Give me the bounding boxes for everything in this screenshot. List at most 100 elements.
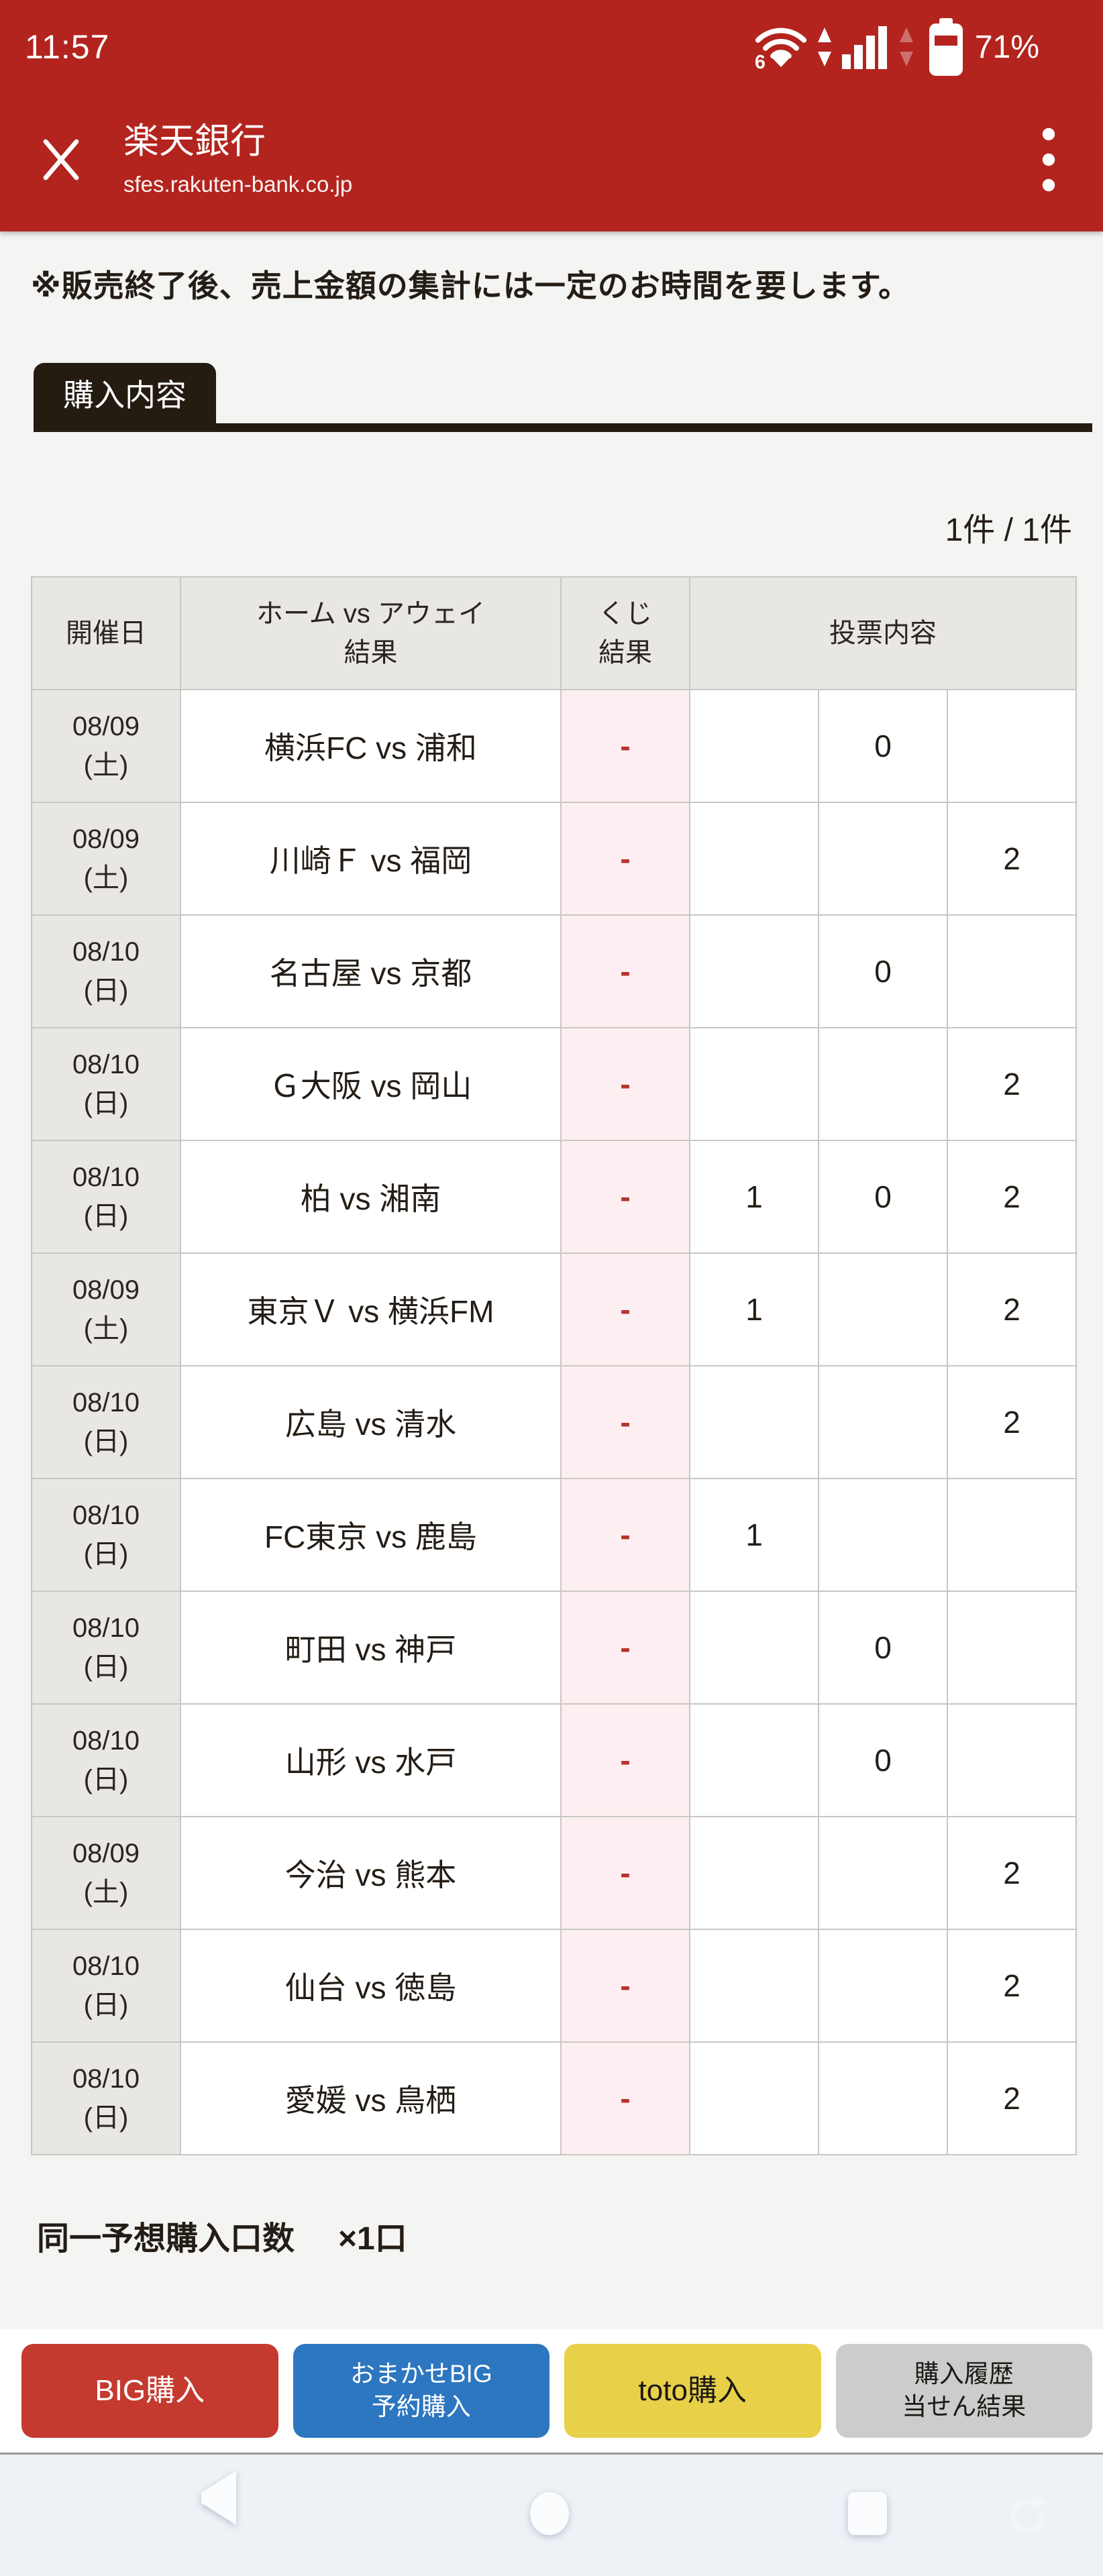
match-date-cell: 08/10 (日) xyxy=(31,1027,181,1141)
lottery-result-cell: - xyxy=(560,1140,690,1254)
table-row: 08/09 (土) 横浜FC vs 浦和 - 0 xyxy=(31,689,1077,803)
page-title: 楽天銀行 xyxy=(123,121,266,162)
vote-home-win-cell xyxy=(689,1591,819,1705)
vote-away-win-cell: 2 xyxy=(947,802,1077,916)
col-header-vote: 投票内容 xyxy=(689,576,1077,690)
vote-home-win-cell xyxy=(689,802,819,916)
vote-away-win-cell xyxy=(947,689,1077,803)
vote-draw-cell: 0 xyxy=(818,689,948,803)
close-button[interactable] xyxy=(42,135,81,184)
vote-draw-cell xyxy=(818,1478,948,1592)
battery-icon xyxy=(929,18,963,76)
match-weekday: (日) xyxy=(83,1765,129,1794)
match-name-cell: 仙台 vs 徳島 xyxy=(180,1929,562,2043)
match-name-cell: 川崎Ｆ vs 福岡 xyxy=(180,802,562,916)
nav-recents-button[interactable] xyxy=(848,2492,887,2535)
purchase-history-button[interactable]: 購入履歴 当せん結果 xyxy=(835,2344,1092,2438)
match-date: 08/10 xyxy=(72,1613,140,1643)
vote-draw-cell xyxy=(818,802,948,916)
unit-count-line: 同一予想購入口数 ×1口 xyxy=(37,2219,1103,2259)
vote-away-win-cell: 2 xyxy=(947,1027,1077,1141)
match-weekday: (日) xyxy=(83,1427,129,1456)
match-weekday: (土) xyxy=(83,1878,129,1907)
match-weekday: (日) xyxy=(83,1652,129,1682)
match-date: 08/09 xyxy=(72,712,140,741)
big-purchase-button[interactable]: BIG購入 xyxy=(21,2344,278,2438)
vote-draw-cell: 0 xyxy=(818,914,948,1028)
wifi-icon: 6 xyxy=(755,25,807,69)
back-icon xyxy=(201,2471,236,2525)
match-date-cell: 08/10 (日) xyxy=(31,2041,181,2155)
match-date-cell: 08/09 (土) xyxy=(31,802,181,916)
match-name-cell: 今治 vs 熊本 xyxy=(180,1816,562,1930)
browser-header: 楽天銀行 sfes.rakuten-bank.co.jp xyxy=(0,94,1103,231)
vote-home-win-cell: 1 xyxy=(689,1140,819,1254)
vote-home-win-cell xyxy=(689,1703,819,1817)
vote-draw-cell: 0 xyxy=(818,1591,948,1705)
match-weekday: (土) xyxy=(83,863,129,893)
match-date: 08/10 xyxy=(72,937,140,967)
recents-icon xyxy=(848,2492,887,2535)
match-date-cell: 08/10 (日) xyxy=(31,1591,181,1705)
vote-draw-cell xyxy=(818,1929,948,2043)
toto-purchase-button[interactable]: toto購入 xyxy=(564,2344,821,2438)
match-name-cell: 柏 vs 湘南 xyxy=(180,1140,562,1254)
match-name-cell: 広島 vs 清水 xyxy=(180,1365,562,1479)
overflow-menu-button[interactable] xyxy=(1041,126,1056,193)
table-row: 08/10 (日) 名古屋 vs 京都 - 0 xyxy=(31,914,1077,1028)
table-row: 08/10 (日) Ｇ大阪 vs 岡山 - 2 xyxy=(31,1027,1077,1141)
table-row: 08/09 (土) 川崎Ｆ vs 福岡 - 2 xyxy=(31,802,1077,916)
status-time: 11:57 xyxy=(25,28,110,66)
table-row: 08/10 (日) 仙台 vs 徳島 - 2 xyxy=(31,1929,1077,2043)
lottery-result-cell: - xyxy=(560,1252,690,1366)
vote-home-win-cell xyxy=(689,914,819,1028)
nav-home-button[interactable] xyxy=(530,2492,569,2535)
lottery-result-cell: - xyxy=(560,2041,690,2155)
match-weekday: (日) xyxy=(83,1201,129,1231)
table-header-row: 開催日 ホーム vs アウェイ 結果 くじ 結果 投票内容 xyxy=(31,576,1077,690)
vote-away-win-cell: 2 xyxy=(947,1140,1077,1254)
match-date-cell: 08/10 (日) xyxy=(31,1703,181,1817)
vote-home-win-cell: 1 xyxy=(689,1252,819,1366)
match-date-cell: 08/10 (日) xyxy=(31,1140,181,1254)
vote-draw-cell xyxy=(818,1252,948,1366)
tab-underline xyxy=(34,423,1092,432)
vote-away-win-cell: 2 xyxy=(947,1816,1077,1930)
match-name-cell: Ｇ大阪 vs 岡山 xyxy=(180,1027,562,1141)
lottery-result-cell: - xyxy=(560,802,690,916)
match-date-cell: 08/10 (日) xyxy=(31,1478,181,1592)
nav-divider xyxy=(0,2453,1103,2455)
nav-back-button[interactable] xyxy=(201,2471,236,2525)
vote-away-win-cell: 2 xyxy=(947,1365,1077,1479)
match-date-cell: 08/10 (日) xyxy=(31,1365,181,1479)
match-date-cell: 08/09 (土) xyxy=(31,1252,181,1366)
lottery-result-cell: - xyxy=(560,914,690,1028)
vote-away-win-cell xyxy=(947,1703,1077,1817)
omakase-big-reserve-button[interactable]: おまかせBIG 予約購入 xyxy=(293,2344,549,2438)
vote-away-win-cell xyxy=(947,1478,1077,1592)
nav-rotate-button[interactable] xyxy=(1005,2493,1049,2538)
lottery-result-cell: - xyxy=(560,1929,690,2043)
vote-draw-cell xyxy=(818,1027,948,1141)
svg-text:6: 6 xyxy=(755,52,766,69)
kebab-menu-icon xyxy=(1041,126,1056,193)
match-weekday: (土) xyxy=(83,751,129,780)
match-weekday: (日) xyxy=(83,1990,129,2020)
lottery-result-cell: - xyxy=(560,1816,690,1930)
match-name-cell: 町田 vs 神戸 xyxy=(180,1591,562,1705)
match-date: 08/10 xyxy=(72,2064,140,2094)
match-date-cell: 08/10 (日) xyxy=(31,1929,181,2043)
bottom-button-bar: BIG購入 おまかせBIG 予約購入 toto購入 購入履歴 当せん結果 xyxy=(0,2329,1103,2453)
vote-home-win-cell xyxy=(689,1929,819,2043)
page-url: sfes.rakuten-bank.co.jp xyxy=(123,171,353,197)
match-weekday: (日) xyxy=(83,1089,129,1118)
tab-purchase-details[interactable]: 購入内容 xyxy=(34,363,216,423)
match-name-cell: 山形 vs 水戸 xyxy=(180,1703,562,1817)
match-name-cell: FC東京 vs 鹿島 xyxy=(180,1478,562,1592)
lottery-result-cell: - xyxy=(560,1591,690,1705)
page-title-block: 楽天銀行 sfes.rakuten-bank.co.jp xyxy=(123,121,1041,197)
col-header-match: ホーム vs アウェイ 結果 xyxy=(180,576,562,690)
unit-count-label: 同一予想購入口数 xyxy=(37,2221,295,2257)
vote-away-win-cell: 2 xyxy=(947,1252,1077,1366)
battery-percent: 71% xyxy=(974,29,1039,65)
